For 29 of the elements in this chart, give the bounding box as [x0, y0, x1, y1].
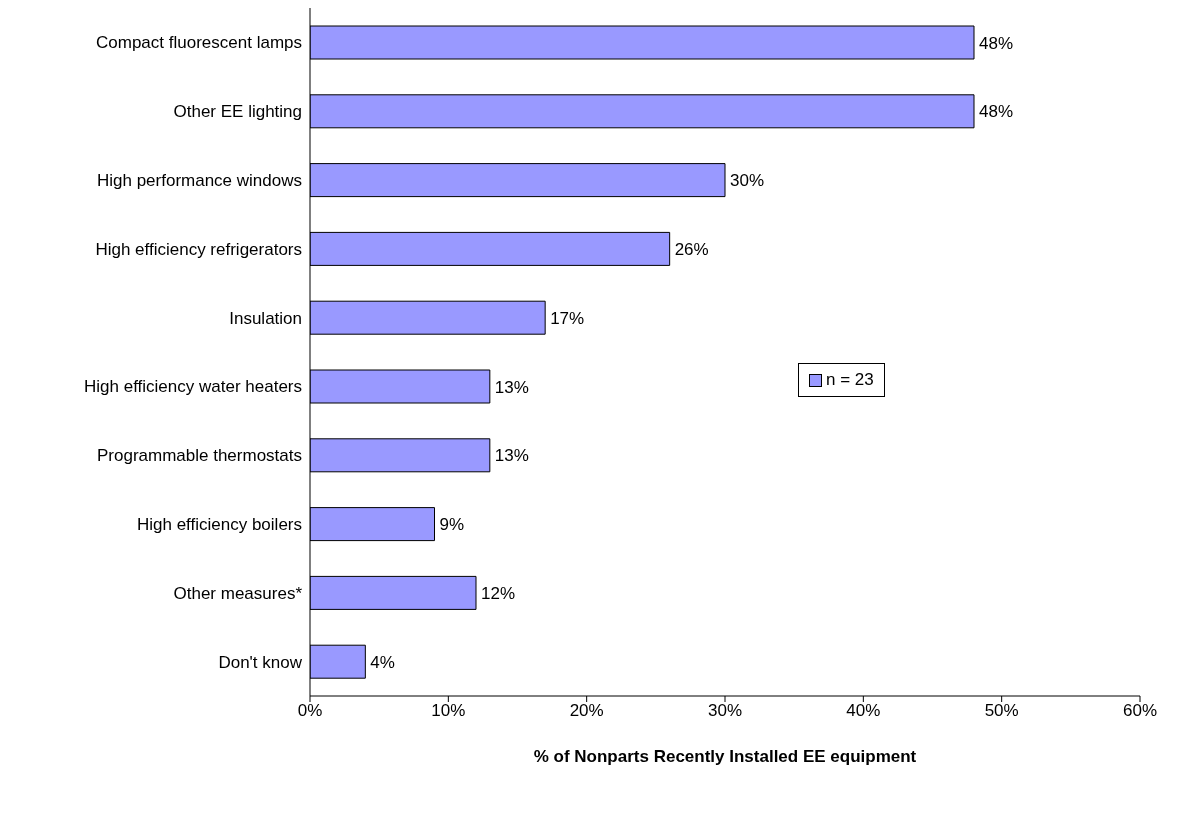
x-tick-label: 20%	[569, 701, 604, 721]
y-tick-label: High efficiency refrigerators	[95, 239, 302, 259]
data-label: 4%	[370, 652, 395, 672]
x-tick-label: 40%	[846, 701, 881, 721]
x-tick-label: 30%	[707, 701, 743, 721]
data-label: 12%	[481, 583, 516, 603]
y-tick-label: Other measures*	[173, 583, 303, 603]
y-tick-label: Other EE lighting	[173, 102, 302, 122]
x-tick-label: 50%	[984, 701, 1019, 721]
x-tick-label: 10%	[431, 701, 466, 721]
data-label: 13%	[494, 446, 529, 466]
data-label: 13%	[494, 377, 529, 397]
data-label: 26%	[674, 239, 709, 259]
data-label: 48%	[979, 33, 1014, 53]
data-label: 30%	[730, 171, 765, 191]
y-tick-label: High efficiency boilers	[136, 515, 302, 535]
x-axis-title: % of Nonparts Recently Installed EE equipment	[533, 747, 917, 766]
y-tick-label: Don't know	[218, 652, 303, 672]
legend-label: n = 23	[826, 370, 874, 390]
y-tick-label: High performance windows	[96, 171, 302, 191]
y-tick-label: Compact fluorescent lamps	[96, 33, 302, 53]
y-tick-label: Insulation	[229, 308, 302, 328]
data-label: 48%	[979, 102, 1014, 122]
y-tick-label: High efficiency water heaters	[84, 377, 302, 397]
x-tick-label: 60%	[1122, 701, 1158, 721]
data-label: 9%	[439, 515, 465, 535]
y-tick-label: Programmable thermostats	[96, 446, 302, 466]
data-label: 17%	[550, 308, 585, 328]
x-tick-label: 0%	[297, 701, 323, 721]
